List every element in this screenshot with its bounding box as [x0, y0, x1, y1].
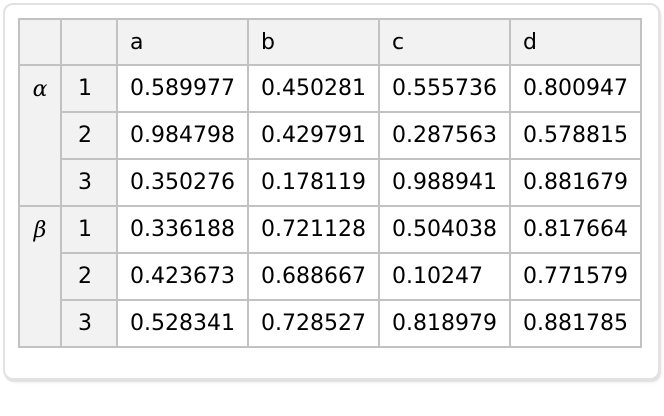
dataset-table: a b c d α 1 0.589977 0.450281 0.555736 0…	[18, 18, 642, 348]
row-index[interactable]: 2	[60, 252, 118, 301]
table-row: 3 0.350276 0.178119 0.988941 0.881679	[19, 158, 642, 207]
table-row: 2 0.423673 0.688667 0.10247 0.771579	[19, 252, 642, 301]
cell-value[interactable]: 0.988941	[378, 158, 511, 207]
cell-value[interactable]: 0.800947	[509, 64, 642, 113]
corner-cell-index	[60, 18, 118, 66]
cell-value[interactable]: 0.178119	[247, 158, 380, 207]
cell-value[interactable]: 0.818979	[378, 299, 511, 348]
cell-value[interactable]: 0.450281	[247, 64, 380, 113]
cell-value[interactable]: 0.423673	[116, 252, 249, 301]
column-header-c[interactable]: c	[378, 18, 511, 66]
cell-value[interactable]: 0.881679	[509, 158, 642, 207]
cell-value[interactable]: 0.555736	[378, 64, 511, 113]
cell-value[interactable]: 0.10247	[378, 252, 511, 301]
table-row: α 1 0.589977 0.450281 0.555736 0.800947	[18, 64, 642, 207]
cell-value[interactable]: 0.984798	[116, 111, 249, 160]
cell-value[interactable]: 0.721128	[247, 205, 380, 254]
cell-value[interactable]: 0.504038	[378, 205, 511, 254]
row-index[interactable]: 3	[60, 158, 118, 207]
group-key-beta[interactable]: β	[18, 205, 62, 348]
cell-value[interactable]: 0.881785	[509, 299, 642, 348]
column-header-d[interactable]: d	[509, 18, 642, 66]
table-row: β 1 0.336188 0.721128 0.504038 0.817664	[18, 205, 642, 348]
cell-value[interactable]: 0.688667	[247, 252, 380, 301]
cell-value[interactable]: 0.589977	[116, 64, 249, 113]
row-index[interactable]: 1	[60, 205, 118, 254]
column-header-b[interactable]: b	[247, 18, 380, 66]
table-row: 3 0.528341 0.728527 0.818979 0.881785	[19, 299, 642, 348]
cell-value[interactable]: 0.578815	[509, 111, 642, 160]
cell-value[interactable]: 0.771579	[509, 252, 642, 301]
cell-value[interactable]: 0.817664	[509, 205, 642, 254]
cell-value[interactable]: 0.287563	[378, 111, 511, 160]
cell-value[interactable]: 0.350276	[116, 158, 249, 207]
header-row: a b c d	[18, 18, 642, 66]
column-header-a[interactable]: a	[116, 18, 249, 66]
cell-value[interactable]: 0.336188	[116, 205, 249, 254]
row-index[interactable]: 1	[60, 64, 118, 113]
dataset-panel: a b c d α 1 0.589977 0.450281 0.555736 0…	[3, 3, 660, 380]
group-key-alpha[interactable]: α	[18, 64, 62, 207]
cell-value[interactable]: 0.728527	[247, 299, 380, 348]
corner-cell-group	[18, 18, 62, 66]
row-index[interactable]: 3	[60, 299, 118, 348]
cell-value[interactable]: 0.528341	[116, 299, 249, 348]
cell-value[interactable]: 0.429791	[247, 111, 380, 160]
table-row: 2 0.984798 0.429791 0.287563 0.578815	[19, 111, 642, 160]
row-index[interactable]: 2	[60, 111, 118, 160]
